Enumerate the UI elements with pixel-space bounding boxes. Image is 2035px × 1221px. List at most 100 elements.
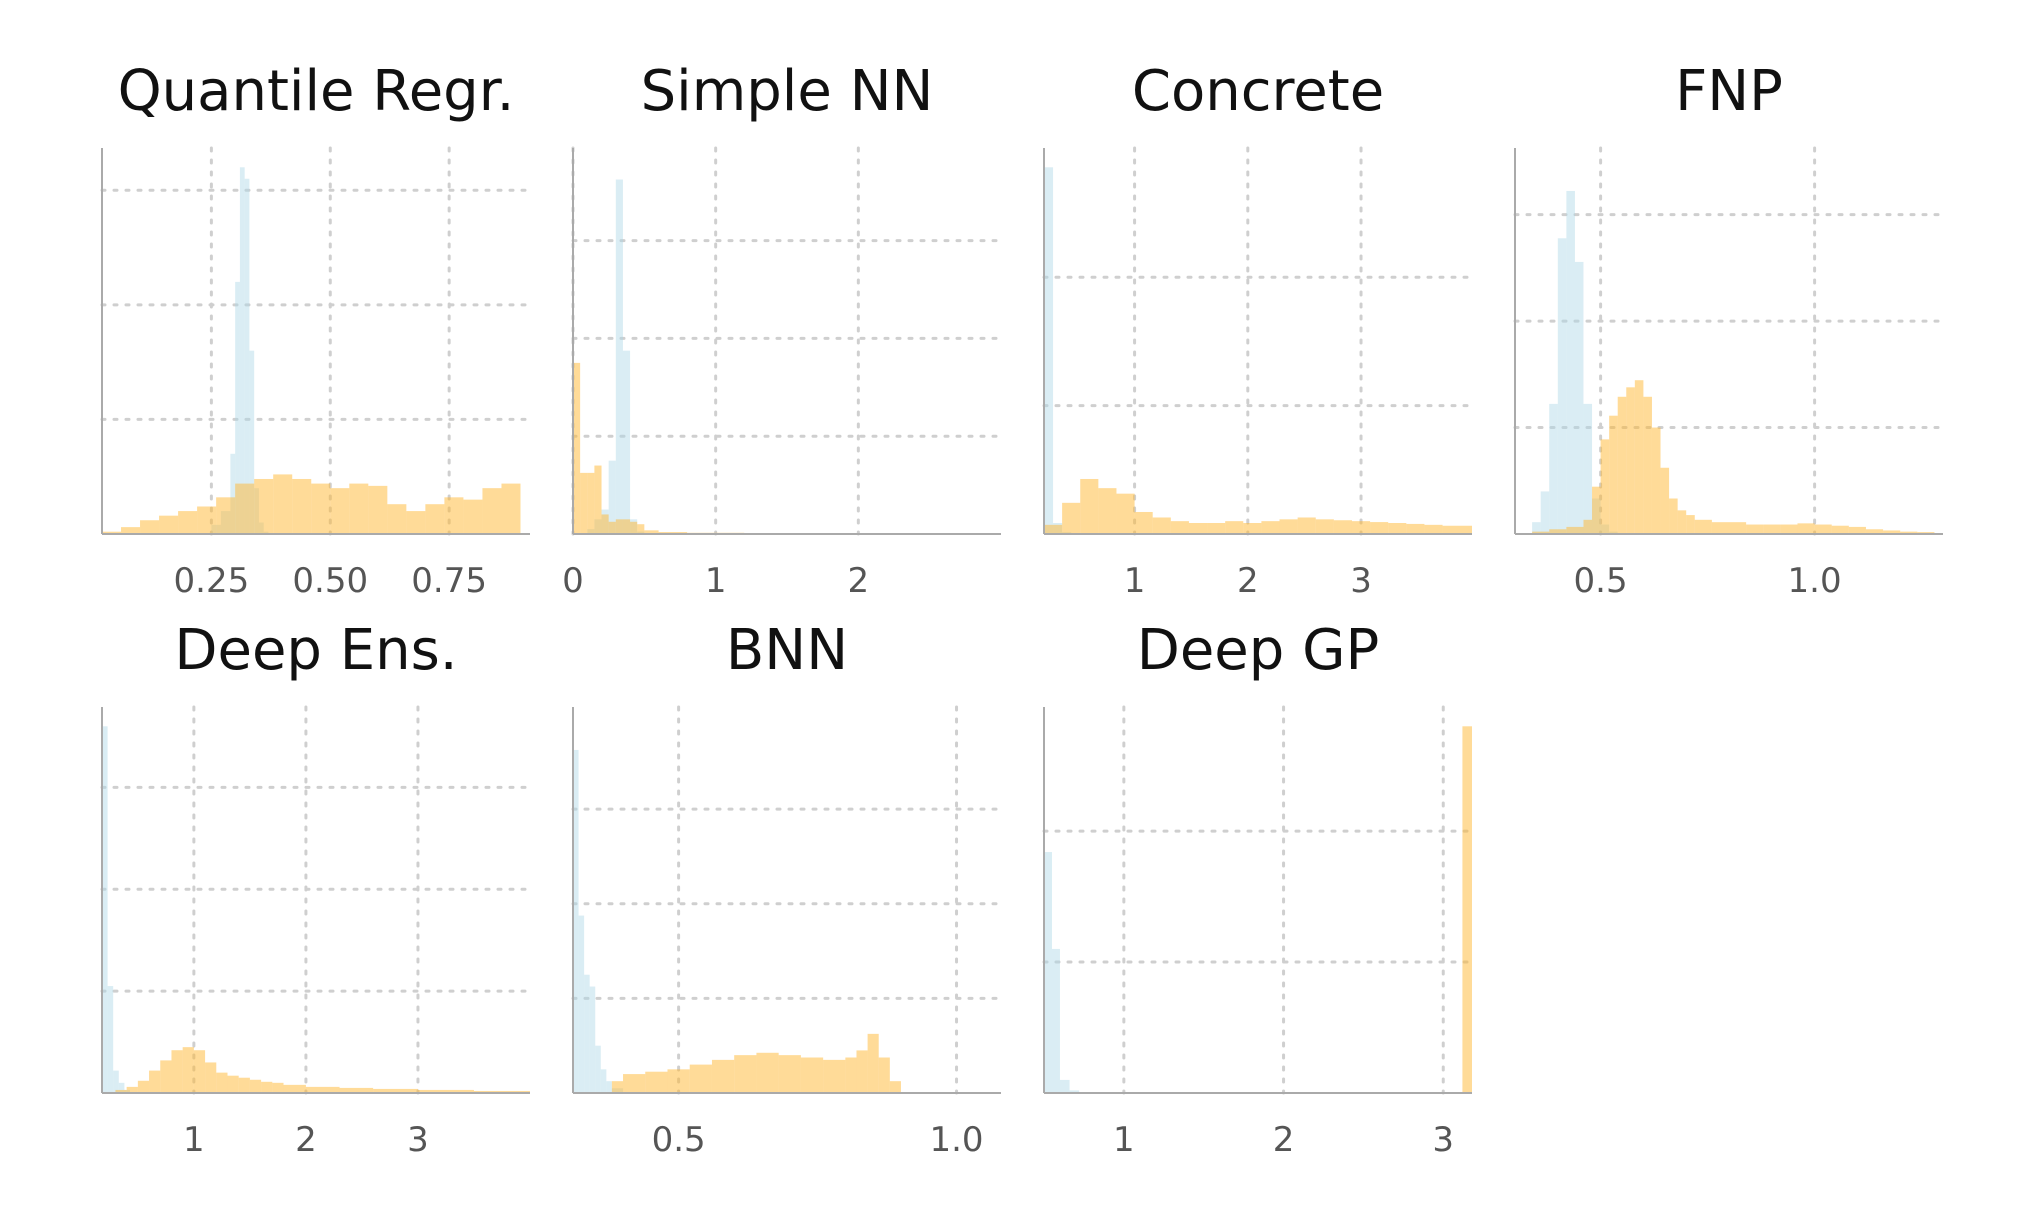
histogram-bar <box>856 1050 868 1093</box>
histogram-bar <box>584 974 590 1093</box>
histogram-bar <box>311 483 331 534</box>
histogram-bar <box>667 1069 690 1093</box>
histogram-bar <box>473 1090 530 1093</box>
histogram-bar <box>1044 524 1063 534</box>
histogram-bar <box>889 1081 901 1093</box>
panel-title: Concrete <box>1132 59 1384 124</box>
histogram-bar <box>615 519 623 534</box>
series-1 <box>102 726 131 1093</box>
panel-7: Deep GP 1 2 3 <box>1042 618 1474 1160</box>
histogram-bar <box>1617 396 1627 534</box>
x-tick-label: 1 <box>705 561 727 601</box>
histogram-bar <box>1883 530 1901 534</box>
histogram-bar <box>406 511 426 534</box>
histogram-bar <box>1261 521 1280 534</box>
histogram-bar <box>249 350 255 534</box>
histogram-bar <box>273 474 293 534</box>
histogram-bar <box>600 1069 607 1093</box>
panel-6: BNN 0.5 1.0 <box>571 618 1003 1160</box>
histogram-bar <box>1044 167 1054 535</box>
series-2 <box>611 1033 901 1093</box>
histogram-bar <box>239 167 245 535</box>
histogram-bar <box>1900 531 1918 534</box>
histogram-bar <box>1686 515 1695 534</box>
histogram-bar <box>1574 261 1584 534</box>
histogram-bar <box>1532 522 1541 534</box>
histogram-bar <box>756 1052 779 1093</box>
histogram-bar <box>339 1087 374 1093</box>
x-tick-label: 3 <box>407 1120 429 1160</box>
x-tick-label: 2 <box>295 1120 317 1160</box>
histogram-bar <box>1780 524 1798 534</box>
histogram-bar <box>1333 520 1352 534</box>
x-tick-label: 1.0 <box>1788 561 1842 601</box>
histogram-bar <box>1279 519 1298 534</box>
histogram-bar <box>644 530 659 534</box>
histogram-bar <box>178 511 198 534</box>
histogram-bar <box>630 521 638 534</box>
panel-4: FNP 0.5 1.0 <box>1513 59 1945 601</box>
x-tick-label: 0.5 <box>1574 561 1628 601</box>
histogram-bar <box>107 986 114 1093</box>
histogram-bar <box>140 520 160 534</box>
x-tick-label: 0.75 <box>411 561 487 601</box>
histogram-bar <box>1116 493 1135 534</box>
histogram-bar <box>1651 427 1661 534</box>
histogram-bar <box>249 1079 262 1093</box>
histogram-bar <box>1170 521 1189 534</box>
histogram-bar <box>1059 1079 1070 1093</box>
histogram-bar <box>1557 238 1567 534</box>
histogram-bar <box>1634 380 1644 534</box>
histogram-bar <box>689 1064 712 1093</box>
histogram-bar <box>587 472 595 534</box>
histogram-bar <box>216 497 236 534</box>
histogram-bar <box>589 986 596 1093</box>
histogram-bar <box>1225 521 1244 534</box>
series-1 <box>573 749 624 1093</box>
histogram-bar <box>254 478 274 534</box>
panel-3: Concrete 1 2 3 <box>1042 59 1474 601</box>
x-tick-label: 0 <box>562 561 584 601</box>
histogram-bar <box>595 1045 601 1093</box>
histogram-bar <box>1051 948 1060 1093</box>
series-2 <box>1532 380 1935 534</box>
histogram-bar <box>1643 396 1652 534</box>
histogram-bar <box>149 1070 161 1093</box>
panel-title: FNP <box>1675 59 1783 124</box>
series-2 <box>102 474 521 534</box>
histogram-bar <box>1188 522 1208 534</box>
histogram-bar <box>1660 467 1670 534</box>
histogram-bar <box>1442 525 1472 534</box>
x-tick-label: 1 <box>1113 1120 1135 1160</box>
histogram-bar <box>235 483 255 534</box>
histogram-bar <box>368 485 388 534</box>
x-tick-label: 0.5 <box>652 1120 706 1160</box>
x-tick-label: 1.0 <box>929 1120 983 1160</box>
histogram-bar <box>1694 519 1712 534</box>
x-tick-label: 1 <box>183 1120 205 1160</box>
histogram-bar <box>1207 522 1226 534</box>
histogram-bar <box>711 1059 735 1093</box>
histogram-bar <box>594 465 602 534</box>
panel-title: Deep Ens. <box>174 618 457 683</box>
panel-title: BNN <box>726 618 848 683</box>
histogram-bar <box>606 1081 612 1093</box>
series-2 <box>1462 726 1472 1093</box>
histogram-bar <box>623 1074 646 1093</box>
series-2 <box>104 1047 530 1093</box>
histogram-bar <box>1729 522 1747 534</box>
histogram-bar <box>778 1055 801 1093</box>
histogram-bar <box>573 362 581 534</box>
histogram-bar <box>608 521 616 534</box>
x-tick-label: 0.50 <box>292 561 368 601</box>
histogram-bar <box>608 460 616 534</box>
histogram-bar <box>272 1082 284 1093</box>
histogram-bar <box>1424 524 1443 534</box>
histogram-bar <box>244 178 250 534</box>
histogram-bar <box>349 483 369 534</box>
histogram-bar <box>238 1077 250 1093</box>
panel-title: Quantile Regr. <box>118 59 515 124</box>
histogram-bar <box>1462 726 1472 1093</box>
histogram-bar <box>1609 415 1618 534</box>
histogram-bar <box>1763 524 1781 534</box>
